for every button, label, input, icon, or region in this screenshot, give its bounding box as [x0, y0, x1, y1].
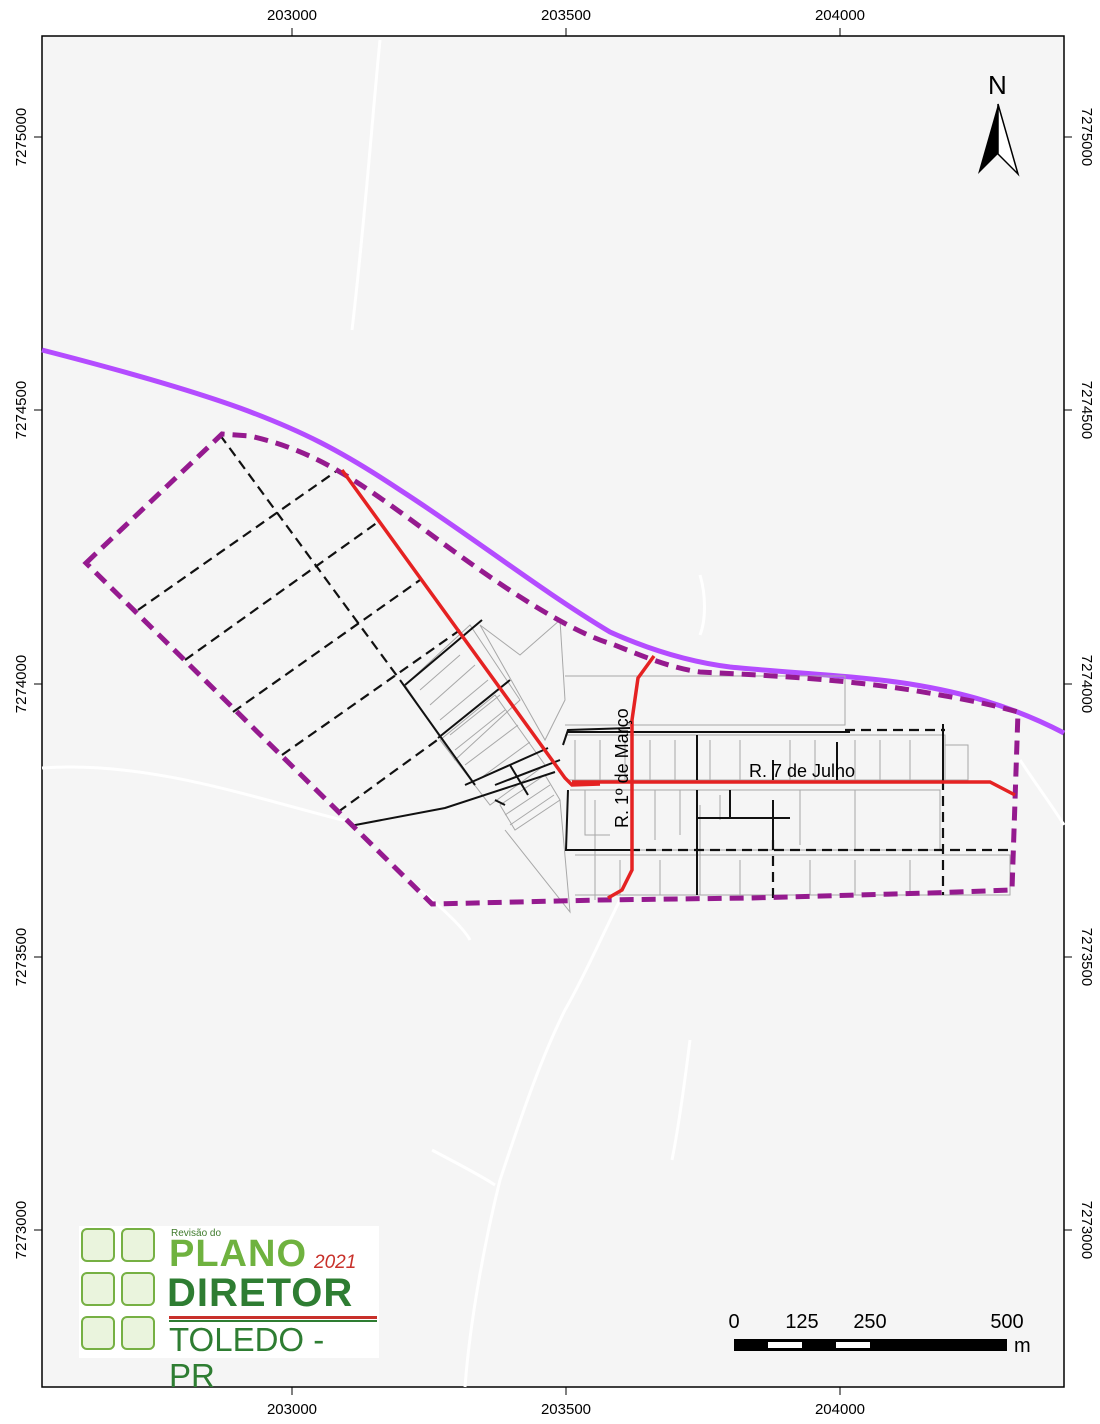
- x-tick-bottom-1: 203500: [541, 1401, 591, 1418]
- logo-plano: PLANO: [169, 1233, 307, 1275]
- x-tick-top-1: 203500: [541, 7, 591, 24]
- x-tick-bottom-0: 203000: [267, 1401, 317, 1418]
- logo-city: TOLEDO - PR: [169, 1321, 325, 1394]
- x-ticks: [291, 28, 841, 1395]
- tree-house-icon: [121, 1228, 155, 1262]
- north-label: N: [988, 70, 1007, 100]
- main-streets: [340, 468, 1016, 900]
- diagonal-main-street: [340, 468, 601, 787]
- y-tick-right-0: 7275000: [1078, 108, 1095, 166]
- y-tick-right-2: 7274000: [1078, 655, 1095, 713]
- planned-streets: [137, 434, 1010, 900]
- map-frame: [41, 35, 1065, 1388]
- y-tick-left-2: 7274000: [13, 655, 30, 713]
- y-tick-left-0: 7275000: [13, 108, 30, 166]
- scale-label-1: 125: [785, 1311, 818, 1333]
- street-label-primeiro-de-marco: R. 1º de Março: [612, 708, 632, 828]
- x-tick-bottom-2: 204000: [815, 1401, 865, 1418]
- buildings-icon: [81, 1272, 115, 1306]
- y-tick-left-4: 7273000: [13, 1201, 30, 1259]
- scale-label-0: 0: [728, 1311, 739, 1333]
- north-arrow: N: [978, 70, 1020, 177]
- logo-rule-green: [169, 1320, 377, 1322]
- logo-diretor: DIRETOR: [167, 1271, 354, 1315]
- plano-diretor-logo: Revisão do PLANO 2021 DIRETOR TOLEDO - P…: [79, 1226, 379, 1394]
- factory-icon: [81, 1316, 115, 1350]
- y-tick-left-1: 7274500: [13, 381, 30, 439]
- highway-line: [41, 347, 1066, 736]
- street-primeiro-de-marco-line: [607, 654, 656, 900]
- y-ticks: [34, 136, 1072, 1231]
- y-tick-left-3: 7273500: [13, 928, 30, 986]
- y-tick-right-4: 7273000: [1078, 1201, 1095, 1259]
- growth-chart-icon: [121, 1316, 155, 1350]
- scale-bar: 0 125 250 500 m: [728, 1311, 1030, 1357]
- bus-icon: [121, 1272, 155, 1306]
- y-tick-right-3: 7273500: [1078, 928, 1095, 986]
- logo-small-text: Revisão do: [171, 1228, 222, 1239]
- x-tick-top-0: 203000: [267, 7, 317, 24]
- north-arrow-icon: [978, 104, 998, 174]
- scale-label-2: 250: [853, 1311, 886, 1333]
- scale-unit: m: [1014, 1335, 1031, 1357]
- logo-year: 2021: [314, 1252, 357, 1273]
- scale-label-3: 500: [990, 1311, 1023, 1333]
- x-tick-top-2: 204000: [815, 7, 865, 24]
- y-tick-right-1: 7274500: [1078, 381, 1095, 439]
- street-sete-de-julho-line: [572, 780, 1016, 797]
- community-icon: [81, 1228, 115, 1262]
- logo-rule-red: [169, 1316, 377, 1319]
- street-label-sete-de-julho: R. 7 de Julho: [749, 761, 855, 781]
- existing-streets: [349, 619, 944, 895]
